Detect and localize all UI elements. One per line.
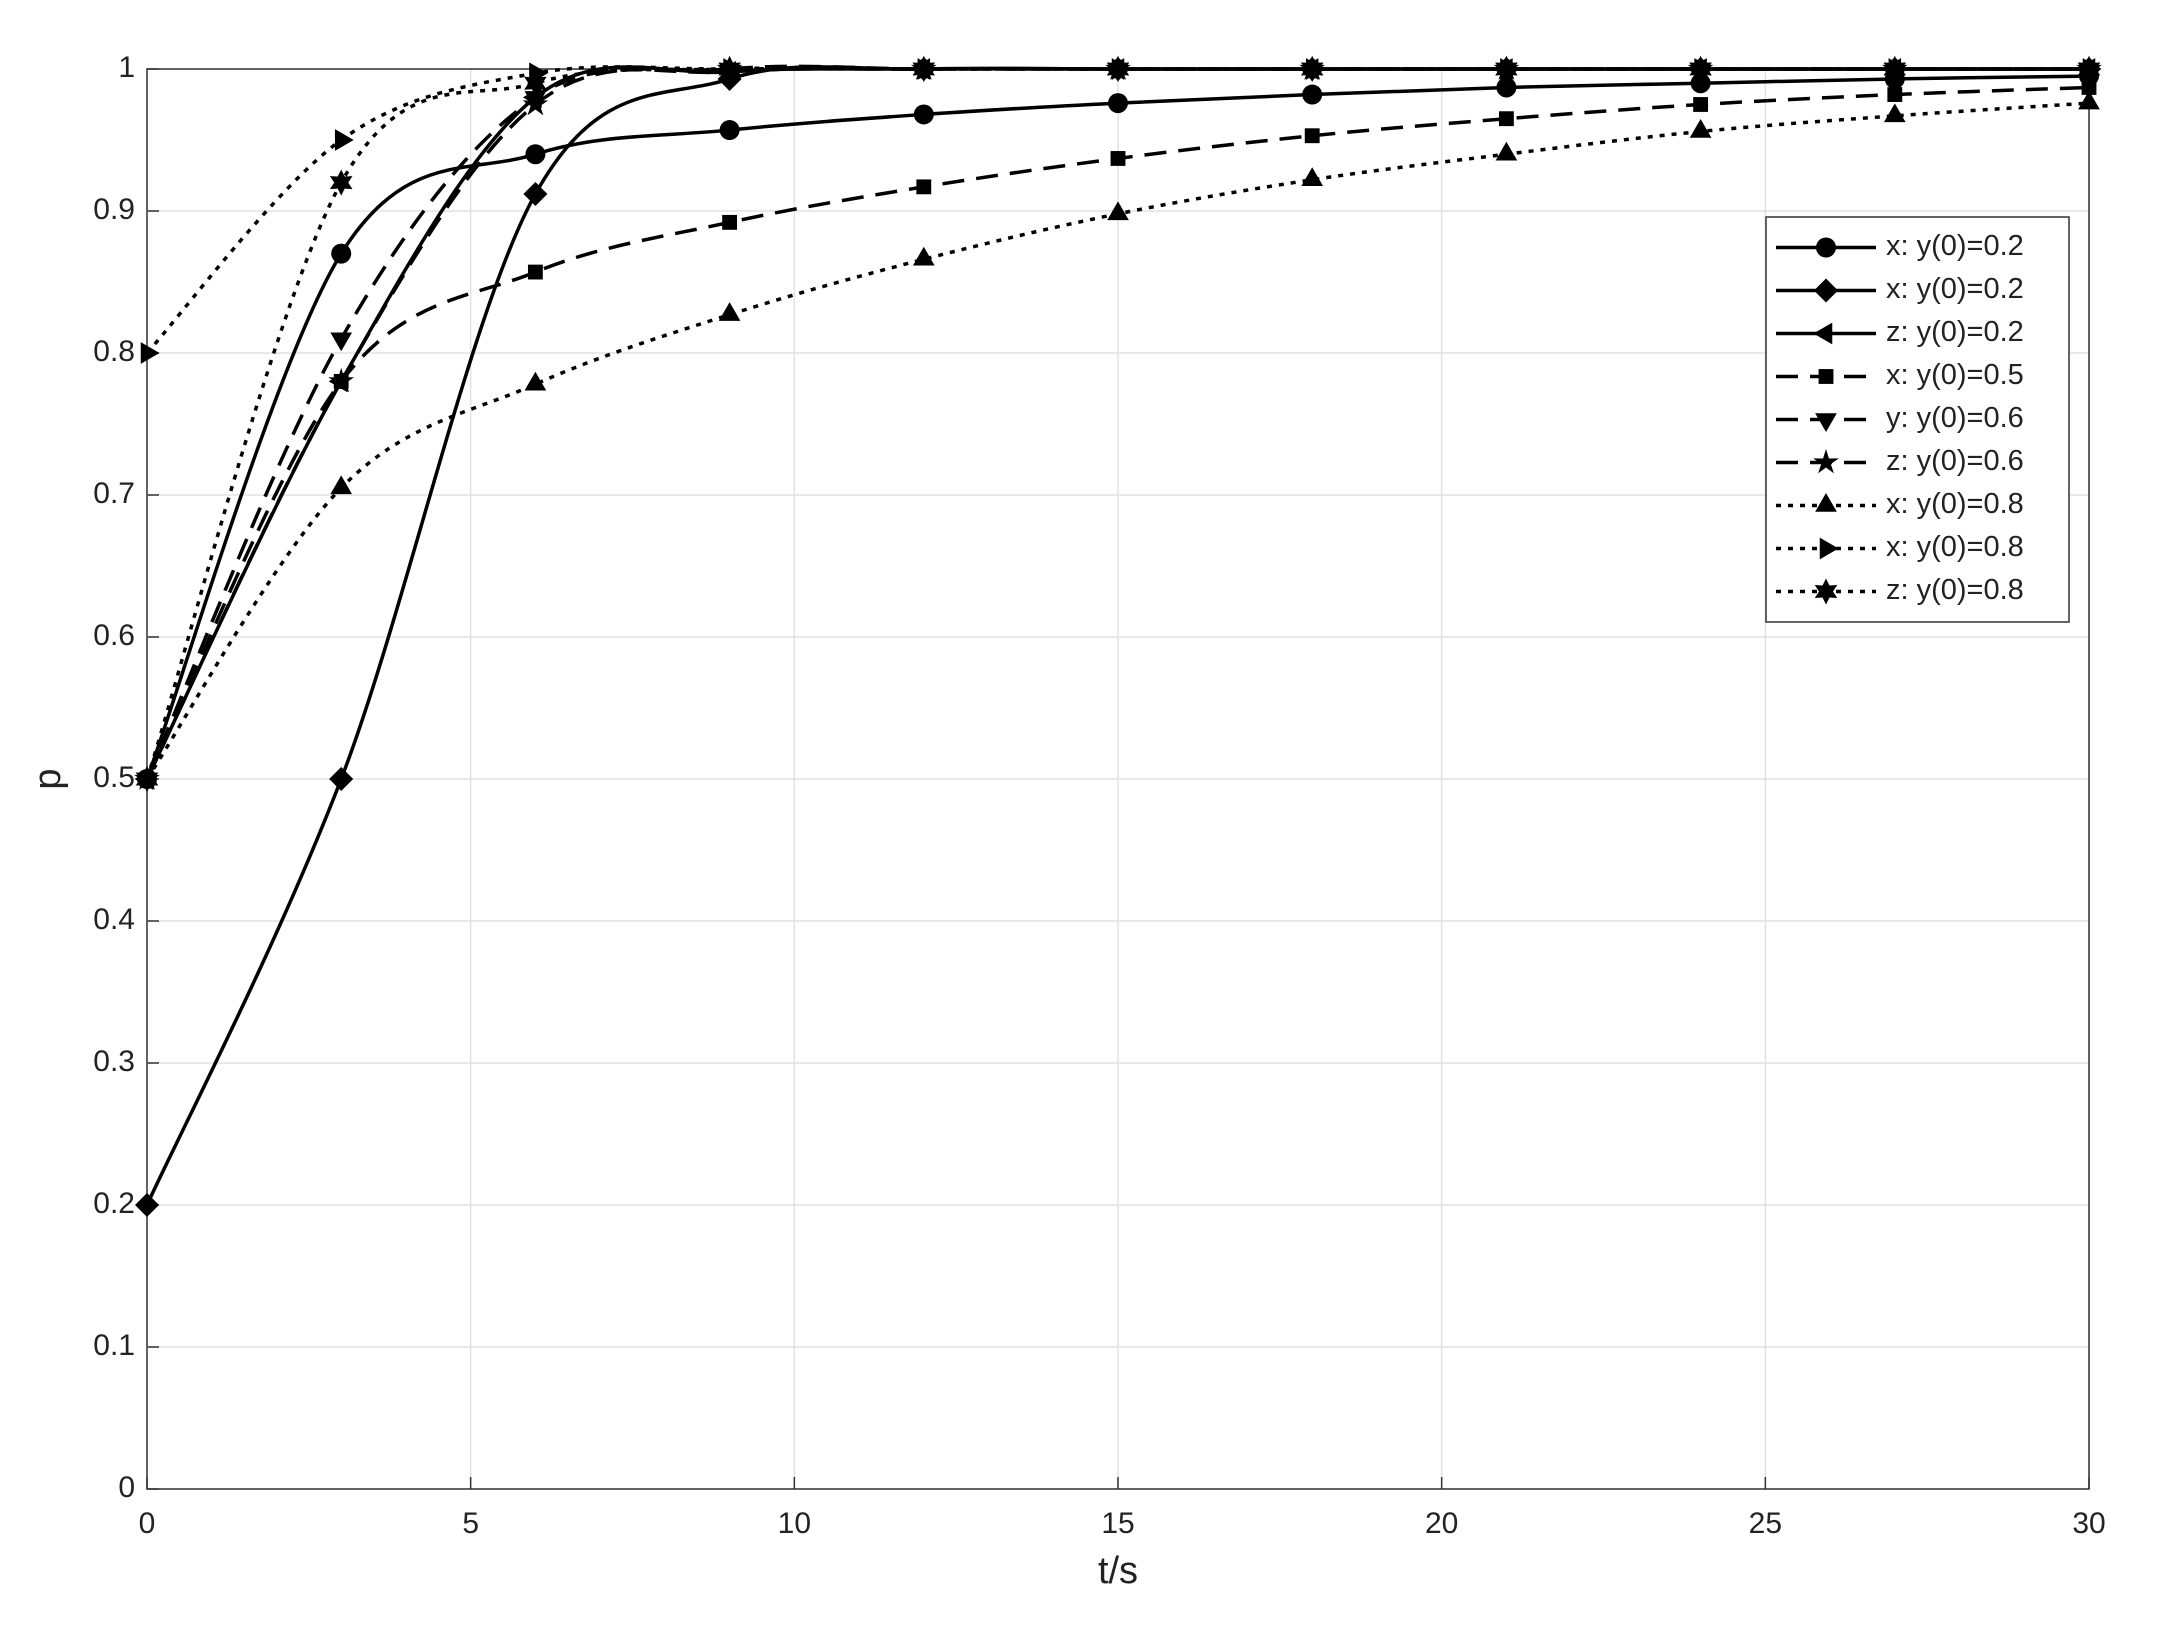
marker — [1495, 56, 1518, 82]
y-tick-label: 0.2 — [93, 1187, 135, 1220]
marker — [718, 302, 741, 321]
x-tick-label: 20 — [1425, 1507, 1458, 1540]
marker — [1108, 93, 1128, 114]
marker — [1693, 97, 1709, 112]
legend-marker — [1813, 449, 1839, 474]
x-tick-label: 0 — [139, 1507, 156, 1540]
marker — [916, 179, 932, 195]
marker — [912, 246, 935, 266]
marker — [2081, 80, 2097, 95]
y-tick-label: 1 — [118, 51, 135, 84]
marker — [2078, 90, 2100, 110]
marker — [525, 144, 546, 165]
marker — [1498, 111, 1514, 127]
marker — [1300, 56, 1324, 82]
legend-marker — [1816, 237, 1836, 258]
legend-marker — [1814, 278, 1838, 303]
x-tick-label: 15 — [1101, 1507, 1134, 1540]
marker — [2077, 56, 2101, 82]
line — [145, 65, 2089, 355]
marker — [1495, 141, 1518, 161]
y-tick-label: 0.1 — [93, 1329, 135, 1362]
x-tick-label: 10 — [778, 1507, 811, 1540]
marker — [1304, 128, 1320, 144]
marker — [1106, 56, 1130, 82]
marker — [331, 243, 352, 264]
legend-label: x: y(0)=0.8 — [1886, 488, 2024, 520]
x-axis-label: t/s — [1098, 1550, 1138, 1592]
marker — [328, 367, 355, 393]
legend-label: x: y(0)=0.2 — [1886, 230, 2024, 262]
line — [145, 101, 2090, 780]
legend-label: x: y(0)=0.2 — [1886, 273, 2024, 305]
y-tick-label: 0.8 — [93, 335, 135, 368]
legend-label: z: y(0)=0.6 — [1886, 445, 2024, 477]
line — [145, 66, 2089, 780]
marker — [1496, 77, 1517, 98]
legend: x: y(0)=0.2 x: y(0)=0.2 z: y(0)=0.2 x: y(0)… — [1765, 216, 2070, 623]
marker — [1689, 118, 1712, 138]
marker — [135, 1193, 159, 1217]
marker — [527, 264, 543, 280]
marker — [722, 214, 738, 230]
marker — [1301, 167, 1324, 187]
marker — [1887, 87, 1903, 102]
marker — [1689, 56, 1712, 82]
y-tick-label: 0.4 — [93, 903, 135, 936]
marker — [135, 766, 159, 792]
marker — [334, 129, 354, 151]
legend-marker — [1818, 369, 1834, 384]
y-tick-label: 0.9 — [93, 193, 135, 226]
y-tick-label: 0.6 — [93, 619, 135, 652]
marker — [1302, 84, 1323, 105]
marker — [330, 475, 353, 495]
legend-marker — [1815, 493, 1837, 512]
y-tick-label: 0.3 — [93, 1045, 135, 1078]
x-tick-label: 5 — [462, 1507, 479, 1540]
marker — [1883, 103, 1906, 123]
legend-label: x: y(0)=0.5 — [1886, 359, 2024, 391]
series — [135, 56, 2101, 792]
legend-label: y: y(0)=0.6 — [1886, 402, 2024, 434]
marker — [1107, 201, 1129, 221]
marker — [524, 70, 547, 97]
marker — [524, 371, 547, 391]
marker — [523, 181, 548, 206]
marker — [1883, 56, 1907, 82]
legend-label: z: y(0)=0.8 — [1886, 574, 2024, 606]
x-tick-label: 30 — [2072, 1507, 2105, 1540]
marker — [140, 342, 160, 364]
x-tick-label: 25 — [1749, 1507, 1782, 1540]
marker — [719, 120, 740, 141]
line — [145, 74, 2090, 780]
marker — [329, 767, 354, 791]
legend-marker — [1819, 537, 1839, 560]
marker — [329, 169, 353, 196]
line — [145, 85, 2090, 780]
y-tick-label: 0.7 — [93, 477, 135, 510]
y-tick-label: 0 — [118, 1471, 135, 1504]
marker — [912, 56, 936, 82]
marker — [330, 332, 353, 352]
series — [137, 66, 2099, 789]
marker — [718, 56, 741, 82]
legend-marker — [1813, 322, 1833, 345]
y-axis-label: p — [27, 768, 69, 789]
y-tick-label: 0.5 — [93, 761, 135, 794]
marker — [1110, 151, 1126, 166]
marker — [522, 91, 549, 116]
legend-label: z: y(0)=0.2 — [1886, 316, 2024, 348]
legend-label: x: y(0)=0.8 — [1886, 531, 2024, 563]
legend-marker — [1814, 578, 1838, 605]
legend-marker — [1815, 413, 1837, 432]
marker — [913, 104, 934, 125]
